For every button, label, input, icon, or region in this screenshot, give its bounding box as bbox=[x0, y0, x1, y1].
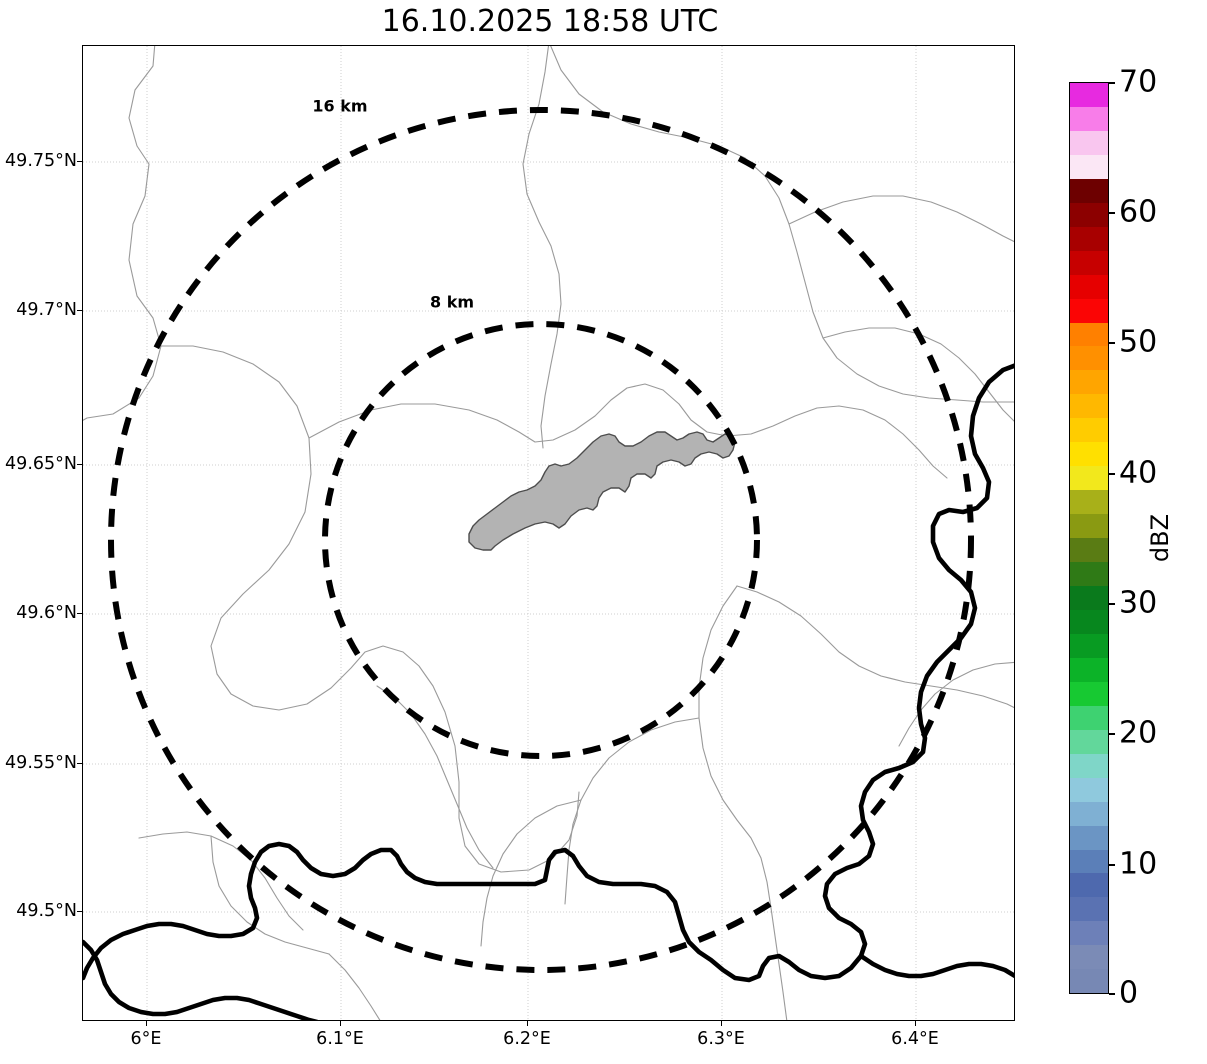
range-ring-16km bbox=[108, 107, 974, 973]
colorbar-band-10 bbox=[1070, 322, 1108, 347]
colorbar-band-14 bbox=[1070, 418, 1108, 443]
colorbar[interactable]: 70 60 50 40 30 20 10 0 bbox=[1069, 65, 1157, 1011]
ytick-mark bbox=[77, 613, 82, 614]
xtick-mark bbox=[721, 1021, 722, 1026]
highlighted-area-polygon bbox=[468, 431, 736, 551]
colorbar-tick-20 bbox=[1109, 733, 1115, 735]
colorbar-band-9 bbox=[1070, 298, 1108, 323]
xtick-label-6: 6°E bbox=[130, 1029, 162, 1049]
radar-map-plot[interactable] bbox=[82, 45, 1015, 1021]
colorbar-tick-0 bbox=[1109, 993, 1115, 995]
colorbar-label-70: 70 bbox=[1119, 64, 1158, 100]
ytick-mark bbox=[77, 911, 82, 912]
xtick-mark bbox=[340, 1021, 341, 1026]
range-ring-label-16km: 16 km bbox=[312, 96, 368, 116]
ytick-label-49-6: 49.6°N bbox=[16, 603, 77, 623]
colorbar-band-36 bbox=[1070, 945, 1108, 970]
xtick-label-6-3: 6.3°E bbox=[697, 1029, 745, 1049]
colorbar-band-25 bbox=[1070, 681, 1108, 706]
colorbar-band-27 bbox=[1070, 729, 1108, 754]
map-graphics bbox=[83, 46, 1014, 1020]
colorbar-band-22 bbox=[1070, 609, 1108, 634]
colorbar-band-2 bbox=[1070, 130, 1108, 155]
xtick-label-6-2: 6.2°E bbox=[503, 1029, 551, 1049]
colorbar-band-35 bbox=[1070, 921, 1108, 946]
colorbar-band-16 bbox=[1070, 466, 1108, 491]
colorbar-label-50: 50 bbox=[1119, 324, 1158, 360]
ytick-label-49-7: 49.7°N bbox=[16, 300, 77, 320]
country-border bbox=[83, 363, 1014, 1020]
colorbar-label-0: 0 bbox=[1119, 975, 1139, 1011]
page-title: 16.10.2025 18:58 UTC bbox=[381, 4, 719, 39]
ytick-label-49-5: 49.5°N bbox=[16, 901, 77, 921]
colorbar-band-5 bbox=[1070, 202, 1108, 227]
ytick-label-49-55: 49.55°N bbox=[5, 753, 77, 773]
colorbar-band-31 bbox=[1070, 825, 1108, 850]
range-ring-8km bbox=[322, 321, 760, 759]
ytick-mark bbox=[77, 310, 82, 311]
colorbar-tick-50 bbox=[1109, 342, 1115, 344]
colorbar-band-18 bbox=[1070, 514, 1108, 539]
colorbar-band-32 bbox=[1070, 849, 1108, 874]
colorbar-band-34 bbox=[1070, 897, 1108, 922]
colorbar-band-29 bbox=[1070, 777, 1108, 802]
colorbar-band-26 bbox=[1070, 705, 1108, 730]
colorbar-band-33 bbox=[1070, 873, 1108, 898]
colorbar-tick-30 bbox=[1109, 603, 1115, 605]
colorbar-band-20 bbox=[1070, 562, 1108, 587]
xtick-mark bbox=[527, 1021, 528, 1026]
colorbar-band-4 bbox=[1070, 178, 1108, 203]
gridlines bbox=[83, 46, 1014, 1020]
colorbar-label-40: 40 bbox=[1119, 455, 1158, 491]
colorbar-band-12 bbox=[1070, 370, 1108, 395]
colorbar-tick-70 bbox=[1109, 82, 1115, 84]
admin-boundaries bbox=[83, 46, 1014, 1020]
colorbar-band-3 bbox=[1070, 154, 1108, 179]
colorbar-band-7 bbox=[1070, 250, 1108, 275]
colorbar-band-0 bbox=[1070, 83, 1108, 107]
colorbar-band-37 bbox=[1070, 969, 1108, 993]
xtick-mark bbox=[915, 1021, 916, 1026]
colorbar-tick-40 bbox=[1109, 473, 1115, 475]
range-rings bbox=[108, 107, 974, 973]
colorbar-band-1 bbox=[1070, 106, 1108, 131]
colorbar-band-21 bbox=[1070, 586, 1108, 610]
ytick-label-49-75: 49.75°N bbox=[5, 151, 77, 171]
ytick-mark bbox=[77, 161, 82, 162]
colorbar-band-13 bbox=[1070, 394, 1108, 419]
colorbar-band-30 bbox=[1070, 801, 1108, 826]
colorbar-label-10: 10 bbox=[1119, 846, 1158, 882]
ytick-label-49-65: 49.65°N bbox=[5, 454, 77, 474]
colorbar-band-19 bbox=[1070, 538, 1108, 563]
colorbar-band-24 bbox=[1070, 657, 1108, 682]
ytick-mark bbox=[77, 464, 82, 465]
colorbar-gradient bbox=[1069, 82, 1109, 994]
colorbar-tick-60 bbox=[1109, 212, 1115, 214]
colorbar-band-17 bbox=[1070, 490, 1108, 515]
colorbar-label-60: 60 bbox=[1119, 194, 1158, 230]
range-ring-label-8km: 8 km bbox=[429, 292, 475, 312]
xtick-label-6-1: 6.1°E bbox=[316, 1029, 364, 1049]
colorbar-tick-10 bbox=[1109, 864, 1115, 866]
colorbar-band-15 bbox=[1070, 442, 1108, 467]
colorbar-band-6 bbox=[1070, 226, 1108, 251]
xtick-label-6-4: 6.4°E bbox=[891, 1029, 939, 1049]
colorbar-axis-label: dBZ bbox=[1146, 513, 1174, 563]
colorbar-label-30: 30 bbox=[1119, 585, 1158, 621]
colorbar-band-11 bbox=[1070, 346, 1108, 371]
colorbar-band-28 bbox=[1070, 753, 1108, 778]
colorbar-label-20: 20 bbox=[1119, 715, 1158, 751]
ytick-mark bbox=[77, 763, 82, 764]
xtick-mark bbox=[146, 1021, 147, 1026]
colorbar-band-23 bbox=[1070, 633, 1108, 658]
colorbar-band-8 bbox=[1070, 274, 1108, 299]
